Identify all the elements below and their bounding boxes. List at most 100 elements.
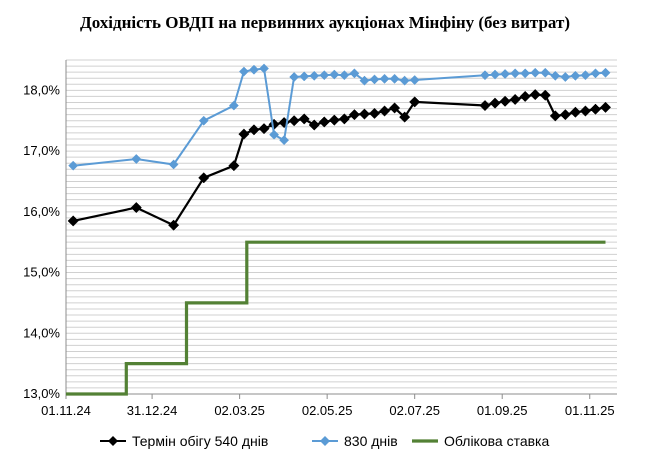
data-point-marker xyxy=(279,135,290,146)
chart-title: Дохідність ОВДП на первинних аукціонах М… xyxy=(80,13,570,32)
data-point-marker xyxy=(399,75,410,86)
data-point-marker xyxy=(249,64,259,75)
data-point-marker xyxy=(539,89,551,101)
data-point-marker xyxy=(67,215,79,227)
legend-swatch-marker xyxy=(108,436,118,446)
data-point-marker xyxy=(379,73,390,84)
data-point-marker xyxy=(269,129,280,140)
x-tick-label: 31.12.24 xyxy=(127,403,178,418)
data-point-marker xyxy=(560,72,571,82)
data-point-marker xyxy=(540,67,551,78)
data-point-marker xyxy=(238,66,249,77)
data-point-marker xyxy=(248,124,260,136)
data-point-marker xyxy=(68,160,79,171)
x-tick-label: 01.11.25 xyxy=(565,403,615,418)
data-point-marker xyxy=(358,108,371,120)
data-point-marker xyxy=(520,68,531,79)
data-point-marker xyxy=(130,202,142,214)
legend-label: Термін обігу 540 днів xyxy=(132,433,268,449)
data-point-marker xyxy=(289,72,300,82)
y-tick-labels: 13,0% 14,0% 15,0% 16,0% 17,0% 18,0% xyxy=(23,82,60,401)
series-line xyxy=(66,240,606,396)
data-point-marker xyxy=(589,103,602,115)
data-point-marker xyxy=(339,70,350,81)
data-point-marker xyxy=(308,119,320,131)
data-point-marker xyxy=(399,111,411,123)
data-point-marker xyxy=(500,69,511,79)
data-point-marker xyxy=(168,159,179,170)
data-point-marker xyxy=(131,154,142,164)
data-point-marker xyxy=(510,68,521,79)
x-tick-label: 02.03.25 xyxy=(214,403,265,418)
data-point-marker xyxy=(549,110,561,122)
series-1 xyxy=(67,89,612,231)
y-tick-label: 15,0% xyxy=(23,265,60,280)
data-point-marker xyxy=(259,63,269,74)
data-point-marker xyxy=(238,128,250,140)
data-point-marker xyxy=(409,75,420,85)
data-point-marker xyxy=(509,93,521,106)
data-point-marker xyxy=(348,109,360,121)
data-point-marker xyxy=(389,102,401,114)
data-point-marker xyxy=(338,113,350,125)
data-point-marker xyxy=(480,70,490,81)
data-point-marker xyxy=(368,107,381,119)
data-point-marker xyxy=(168,219,180,231)
data-point-marker xyxy=(309,70,320,81)
x-tick-label: 01.11.24 xyxy=(41,403,91,418)
data-point-marker xyxy=(569,106,581,118)
legend-item-1: Термін обігу 540 днів xyxy=(100,433,268,449)
data-point-marker xyxy=(298,113,310,125)
data-point-marker xyxy=(599,101,612,113)
data-point-marker xyxy=(479,99,491,112)
legend-swatch-marker xyxy=(320,436,330,446)
series-layer xyxy=(66,63,612,396)
data-point-marker xyxy=(489,97,501,109)
y-tick-label: 16,0% xyxy=(23,204,60,219)
legend-item-3: Облікова ставка xyxy=(412,433,549,449)
data-point-marker xyxy=(389,73,400,84)
data-point-marker xyxy=(299,71,310,82)
data-point-marker xyxy=(499,95,511,107)
data-point-marker xyxy=(228,160,240,172)
data-point-marker xyxy=(600,67,611,78)
legend-label: Облікова ставка xyxy=(444,433,549,449)
data-point-marker xyxy=(359,75,370,86)
legend: Термін обігу 540 днів 830 днів Облікова ст… xyxy=(100,433,549,449)
data-point-marker xyxy=(329,69,340,80)
data-point-marker xyxy=(198,172,210,184)
data-point-marker xyxy=(378,105,391,117)
data-point-marker xyxy=(409,96,421,108)
gridlines xyxy=(66,59,617,395)
legend-label: 830 днів xyxy=(344,433,398,449)
data-point-marker xyxy=(328,114,340,126)
x-tick-label: 01.09.25 xyxy=(477,403,528,418)
x-tick-labels: 01.11.24 31.12.24 02.03.25 02.05.25 02.07.25… xyxy=(41,403,614,418)
data-point-marker xyxy=(590,68,601,79)
y-tick-label: 18,0% xyxy=(23,82,60,97)
y-tick-label: 13,0% xyxy=(23,386,60,401)
data-point-marker xyxy=(529,89,541,101)
data-point-marker xyxy=(580,70,591,81)
series-2 xyxy=(68,63,611,171)
data-point-marker xyxy=(288,115,300,127)
data-point-marker xyxy=(228,100,239,111)
data-point-marker xyxy=(318,116,330,128)
data-point-marker xyxy=(559,109,571,121)
x-tick-label: 02.07.25 xyxy=(389,403,440,418)
data-point-marker xyxy=(369,74,380,85)
y-tick-label: 14,0% xyxy=(23,325,60,340)
data-point-marker xyxy=(519,90,531,102)
data-point-marker xyxy=(579,105,591,117)
x-tick-label: 02.05.25 xyxy=(302,403,353,418)
data-point-marker xyxy=(319,70,330,81)
legend-item-2: 830 днів xyxy=(312,433,398,449)
data-point-marker xyxy=(198,115,209,126)
data-point-marker xyxy=(530,67,541,78)
data-point-marker xyxy=(490,69,500,80)
data-point-marker xyxy=(550,70,561,81)
data-point-marker xyxy=(258,123,270,135)
y-tick-label: 17,0% xyxy=(23,143,60,158)
series-3 xyxy=(66,240,606,396)
